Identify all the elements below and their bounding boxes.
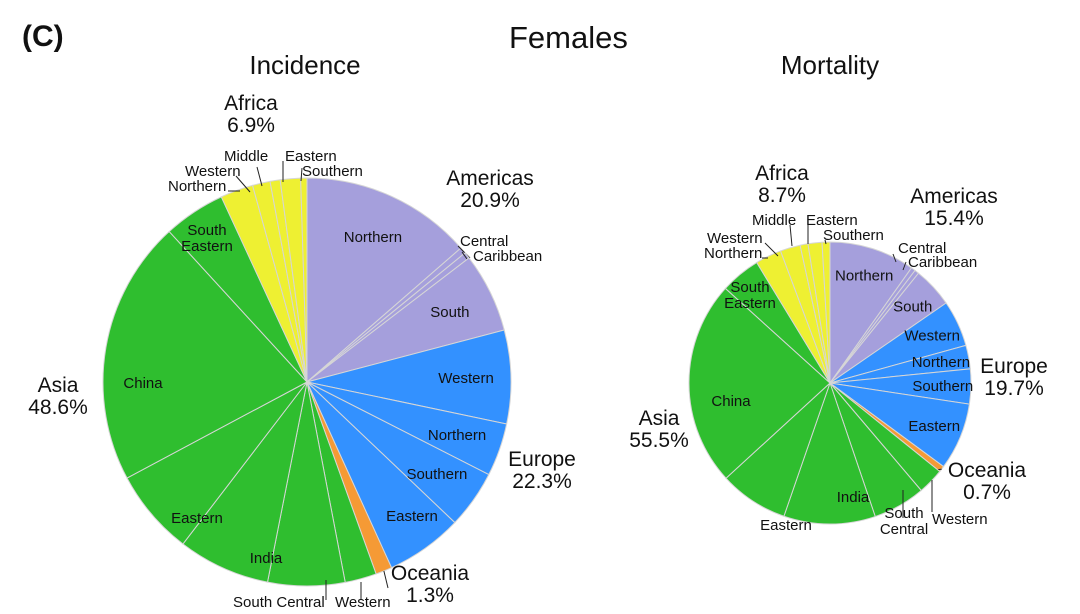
slice-label: Eastern — [171, 510, 223, 527]
slice-label: Western — [707, 230, 763, 247]
panel-label: (C) — [22, 20, 64, 53]
slice-label: India — [837, 489, 870, 506]
slice-label: South — [893, 298, 932, 315]
slice-label: China — [711, 393, 751, 410]
mortality-group-label-oceania: Oceania — [948, 459, 1027, 482]
slice-label: Central — [880, 521, 928, 538]
slice-label: Middle — [752, 212, 796, 229]
slice-label: Western — [185, 163, 241, 180]
incidence-group-label-americas: Americas — [446, 167, 534, 190]
leader-line — [789, 224, 793, 247]
slice-label: Central — [898, 240, 946, 257]
leader-line — [300, 167, 303, 182]
slice-label: Eastern — [760, 517, 812, 534]
mortality-slice-asia-india — [783, 381, 876, 525]
leader-line — [764, 242, 779, 257]
incidence-slice-africa-southern — [300, 177, 308, 383]
slice-label: South — [187, 222, 226, 239]
mortality-group-percent-africa: 8.7% — [758, 184, 806, 207]
slice-label: Eastern — [724, 295, 776, 312]
slice-label: India — [250, 550, 283, 567]
slice-label: Southern — [302, 163, 363, 180]
mortality-group-percent-americas: 15.4% — [924, 207, 984, 230]
mortality-group-percent-oceania: 0.7% — [963, 481, 1011, 504]
slice-label: Caribbean — [908, 254, 977, 271]
slice-label: South — [884, 505, 923, 522]
slice-label: Northern — [835, 268, 893, 285]
mortality-slice-americas-northern — [829, 241, 913, 385]
leader-line — [256, 166, 263, 187]
mortality-group-label-europe: Europe — [980, 355, 1048, 378]
slice-label: Northern — [428, 427, 486, 444]
mortality-group-label-africa: Africa — [755, 162, 809, 185]
mortality-group-percent-asia: 55.5% — [629, 429, 689, 452]
slice-label: Northern — [168, 178, 226, 195]
mortality-group-label-americas: Americas — [910, 185, 998, 208]
leader-line — [824, 239, 827, 245]
incidence-group-label-asia: Asia — [38, 374, 79, 397]
leader-line — [902, 261, 907, 271]
slice-label: Middle — [224, 148, 268, 165]
slice-label: Eastern — [386, 508, 438, 525]
slice-label: Eastern — [181, 238, 233, 255]
leader-line — [235, 175, 251, 193]
slice-label: Caribbean — [473, 248, 542, 265]
slice-label: Eastern — [806, 212, 858, 229]
incidence-group-percent-europe: 22.3% — [512, 470, 572, 493]
mortality-group-label-asia: Asia — [639, 407, 680, 430]
slice-label: South — [730, 279, 769, 296]
slice-label: Central — [460, 233, 508, 250]
mortality-group-percent-europe: 19.7% — [984, 377, 1044, 400]
slice-label: Western — [904, 327, 960, 344]
mortality-pie: NorthernCentralCaribbeanSouthAmericas15.… — [629, 162, 1048, 538]
mortality-pie-title: Mortality — [780, 50, 880, 80]
slice-label: Northern — [704, 245, 762, 262]
oceania-leader-line — [383, 570, 389, 589]
figure-title: Females — [509, 20, 628, 55]
slice-label: Western — [932, 511, 988, 528]
slice-label: Southern — [823, 227, 884, 244]
incidence-group-percent-americas: 20.9% — [460, 189, 520, 212]
incidence-group-label-africa: Africa — [224, 92, 278, 115]
incidence-group-label-oceania: Oceania — [391, 562, 470, 585]
leader-line — [892, 253, 897, 263]
incidence-pie-title: Incidence — [249, 50, 361, 80]
incidence-slice-asia-china — [102, 230, 308, 479]
slice-label: China — [123, 375, 163, 392]
incidence-group-percent-africa: 6.9% — [227, 114, 275, 137]
incidence-group-percent-oceania: 1.3% — [406, 584, 454, 607]
slice-label: Western — [438, 370, 494, 387]
slice-label: Western — [335, 594, 391, 611]
slice-label: Eastern — [285, 148, 337, 165]
incidence-slice-americas-northern — [306, 177, 462, 384]
slice-label: Eastern — [908, 418, 960, 435]
slice-label: Southern — [406, 466, 467, 483]
mortality-slice-asia-china — [688, 287, 831, 479]
slice-label: Northern — [344, 229, 402, 246]
slice-label: South — [430, 304, 469, 321]
incidence-group-percent-asia: 48.6% — [28, 396, 88, 419]
incidence-group-label-europe: Europe — [508, 448, 576, 471]
slice-label: Southern — [912, 378, 973, 395]
slice-label: Northern — [912, 354, 970, 371]
slice-label: South Central — [233, 594, 325, 611]
